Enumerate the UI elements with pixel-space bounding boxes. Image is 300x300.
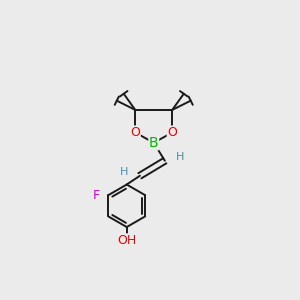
Text: OH: OH: [117, 234, 136, 247]
Text: H: H: [120, 167, 129, 177]
Text: B: B: [149, 136, 159, 150]
Text: O: O: [167, 126, 177, 139]
Text: H: H: [176, 152, 184, 162]
Text: O: O: [130, 126, 140, 139]
Text: F: F: [93, 189, 100, 202]
